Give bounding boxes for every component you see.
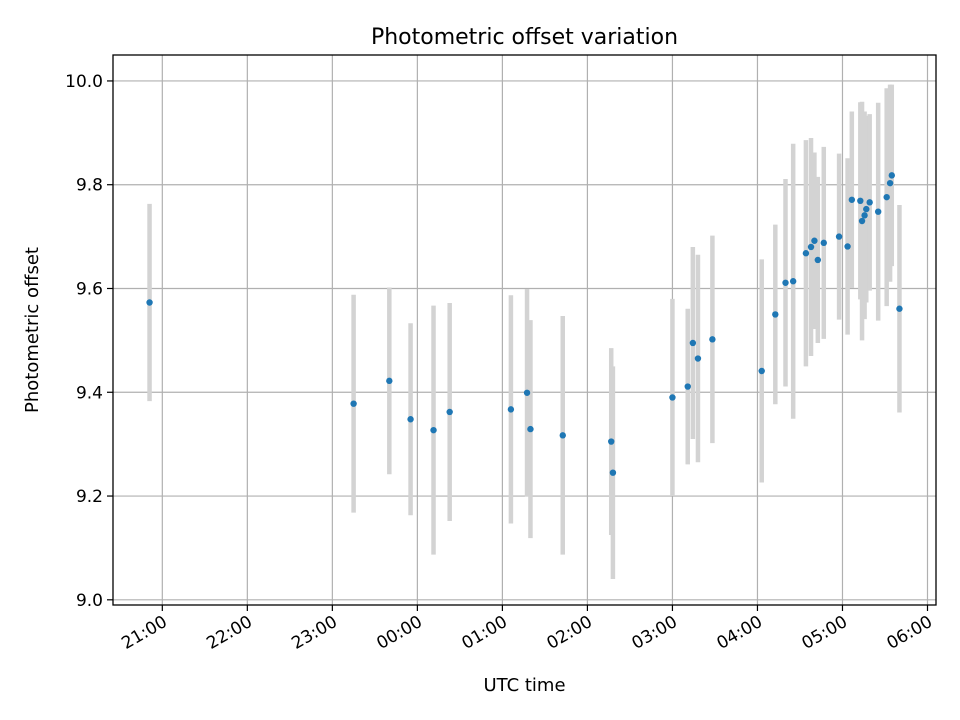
- y-tick-label: 9.2: [76, 487, 103, 507]
- y-tick-label: 9.0: [76, 591, 103, 611]
- data-point: [523, 389, 531, 396]
- y-tick-label: 10.0: [65, 72, 103, 92]
- data-point: [430, 426, 437, 434]
- data-point: [350, 400, 357, 407]
- data-point: [608, 438, 615, 445]
- chart-title: Photometric offset variation: [371, 25, 678, 50]
- data-point: [789, 278, 797, 285]
- data-point: [858, 217, 866, 225]
- data-point: [807, 243, 815, 251]
- data-point: [863, 205, 870, 213]
- data-point: [446, 408, 453, 416]
- data-point: [814, 256, 822, 264]
- y-tick-label: 9.8: [76, 176, 103, 196]
- data-point: [866, 199, 873, 206]
- data-point: [811, 237, 818, 244]
- data-point: [883, 193, 890, 201]
- data-point: [507, 406, 515, 413]
- data-point: [669, 394, 676, 401]
- data-point: [896, 305, 903, 312]
- x-axis-label: UTC time: [483, 675, 565, 696]
- plot-frame: [112, 54, 937, 606]
- data-point: [835, 233, 843, 240]
- point-layer: [146, 172, 903, 476]
- data-point: [386, 377, 393, 385]
- data-point: [709, 336, 716, 343]
- data-point: [888, 172, 895, 179]
- y-tick-label: 9.4: [76, 383, 103, 403]
- data-point: [820, 239, 827, 247]
- data-point: [758, 367, 765, 375]
- data-point: [407, 416, 414, 423]
- data-point: [689, 339, 697, 347]
- y-tick-label: 9.6: [76, 279, 103, 299]
- data-point: [848, 196, 856, 203]
- data-point: [802, 250, 810, 257]
- data-point: [772, 311, 779, 318]
- data-point: [146, 299, 153, 306]
- data-point: [559, 432, 566, 439]
- data-point: [861, 212, 868, 219]
- data-point: [609, 469, 617, 476]
- data-point: [886, 179, 894, 187]
- y-axis-label: Photometric offset: [22, 247, 43, 413]
- data-point: [782, 279, 789, 286]
- data-point: [844, 243, 851, 250]
- data-point: [857, 197, 864, 205]
- data-point: [874, 208, 882, 215]
- data-point: [527, 425, 534, 433]
- data-point: [694, 355, 702, 362]
- data-point: [684, 383, 691, 390]
